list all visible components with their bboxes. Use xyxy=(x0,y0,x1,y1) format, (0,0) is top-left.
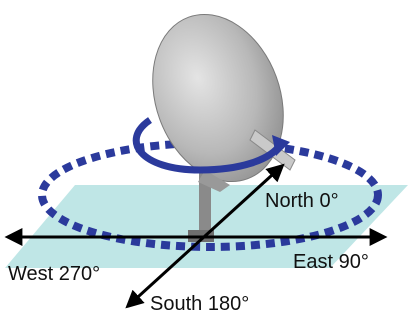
north-label: North 0° xyxy=(265,190,339,212)
south-label: South 180° xyxy=(150,293,249,315)
page: North 0° East 90° West 270° South 180° (… xyxy=(0,0,409,316)
east-label: East 90° xyxy=(293,251,369,273)
west-label: West 270° xyxy=(8,263,100,285)
diagram: North 0° East 90° West 270° South 180° xyxy=(0,0,409,316)
